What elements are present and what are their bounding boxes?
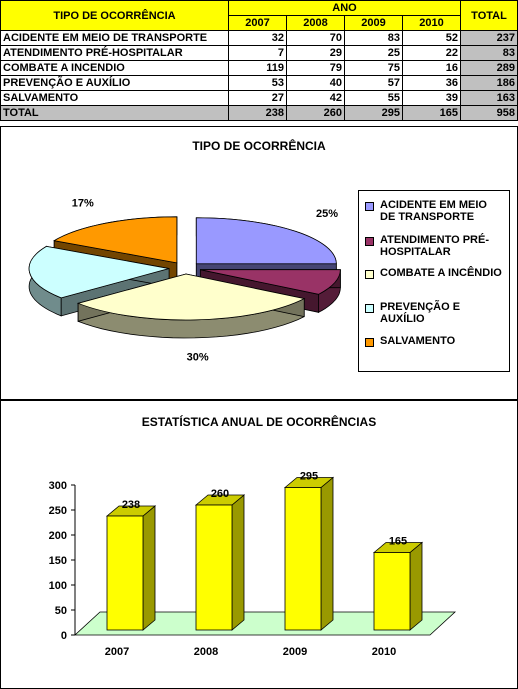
legend-item: SALVAMENTO [365,335,505,347]
y-tick-label: 0 [61,630,67,642]
bar-value-label: 260 [211,488,229,500]
pie-slice [28,245,170,299]
bar [373,552,411,631]
legend-label: COMBATE A INCÊNDIO [380,267,502,279]
bar [106,515,144,631]
table-row: PREVENÇÃO E AUXÍLIO 53 40 57 36 186 [0,75,518,91]
legend-swatch [365,202,374,211]
total-cell[interactable]: 238 [228,105,287,121]
bar-chart-panel[interactable]: ESTATÍSTICA ANUAL DE OCORRÊNCIAS [0,400,518,689]
bar-side [409,541,423,631]
bar [284,487,322,631]
y-tick-label: 50 [55,605,67,617]
legend-item: COMBATE A INCÊNDIO [365,267,505,279]
legend-label: ATENDIMENTO PRÉ-HOSPITALAR [380,234,489,258]
row-total[interactable]: 237 [460,30,518,46]
legend-item: ATENDIMENTO PRÉ-HOSPITALAR [365,234,505,258]
bar-value-label: 295 [300,471,318,483]
legend-swatch [365,270,374,279]
bar-chart-title: ESTATÍSTICA ANUAL DE OCORRÊNCIAS [141,415,377,429]
y-tick-label: 150 [49,555,67,567]
y-tick-label: 200 [49,530,67,542]
bar-value-label: 165 [389,536,407,548]
bar [195,504,233,631]
x-tick-label: 2008 [194,646,218,658]
header-total[interactable]: TOTAL [460,0,518,31]
cell[interactable]: 32 [228,30,287,46]
total-cell[interactable]: 260 [286,105,345,121]
grand-total[interactable]: 958 [460,105,518,121]
total-label[interactable]: TOTAL [0,105,229,121]
pie-percent-label: 17% [72,198,94,210]
table-total-row: TOTAL 238 260 295 165 958 [0,105,518,121]
row-total[interactable]: 83 [460,45,518,61]
header-year[interactable]: 2007 [228,15,287,31]
legend-item: ACIDENTE EM MEIO DE TRANSPORTE [365,199,505,223]
row-total[interactable]: 289 [460,60,518,76]
legend-swatch [365,237,374,246]
bar-value-label: 238 [122,499,140,511]
row-total[interactable]: 163 [460,90,518,106]
legend-swatch [365,304,374,313]
pie-percent-label: 30% [187,352,209,364]
bar-side [320,476,334,631]
pie-slice [76,273,306,321]
header-year[interactable]: 2008 [286,15,345,31]
x-tick-label: 2009 [283,646,307,658]
table-row: COMBATE A INCENDIO 119 79 75 16 289 [0,60,518,76]
cell[interactable]: 42 [286,90,345,106]
total-cell[interactable]: 295 [344,105,403,121]
pie-legend[interactable]: ACIDENTE EM MEIO DE TRANSPORTE ATENDIMEN… [358,190,510,372]
y-tick-label: 250 [49,505,67,517]
pie-chart-title: TIPO DE OCORRÊNCIA [192,139,326,153]
header-tipo[interactable]: TIPO DE OCORRÊNCIA [0,0,229,31]
bar-side [231,494,245,631]
pie-slice [53,216,178,264]
cell[interactable]: 27 [228,90,287,106]
x-tick-label: 2007 [105,646,129,658]
cell[interactable]: 79 [286,60,345,76]
header-year[interactable]: 2009 [344,15,403,31]
pie-percent-label: 25% [316,208,338,220]
y-tick-label: 300 [49,480,67,492]
chart-floor [73,611,457,636]
legend-label: SALVAMENTO [380,335,456,347]
legend-label: ACIDENTE EM MEIO DE TRANSPORTE [380,199,487,223]
y-tick-label: 100 [49,580,67,592]
table-row: SALVAMENTO 27 42 55 39 163 [0,90,518,106]
bar-side [142,505,156,631]
pie-slice [195,217,337,265]
row-label[interactable]: ATENDIMENTO PRÉ-HOSPITALAR [0,45,229,61]
legend-item: PREVENÇÃO E AUXÍLIO [365,301,505,325]
x-tick-label: 2010 [372,646,396,658]
occurrence-table: TIPO DE OCORRÊNCIA ANO TOTAL 2007 2008 2… [0,0,518,121]
legend-label: PREVENÇÃO E AUXÍLIO [380,301,461,325]
legend-swatch [365,338,374,347]
table-row: ATENDIMENTO PRÉ-HOSPITALAR 7 29 25 22 83 [0,45,518,61]
pie-slice [200,269,341,295]
total-cell[interactable]: 165 [402,105,461,121]
